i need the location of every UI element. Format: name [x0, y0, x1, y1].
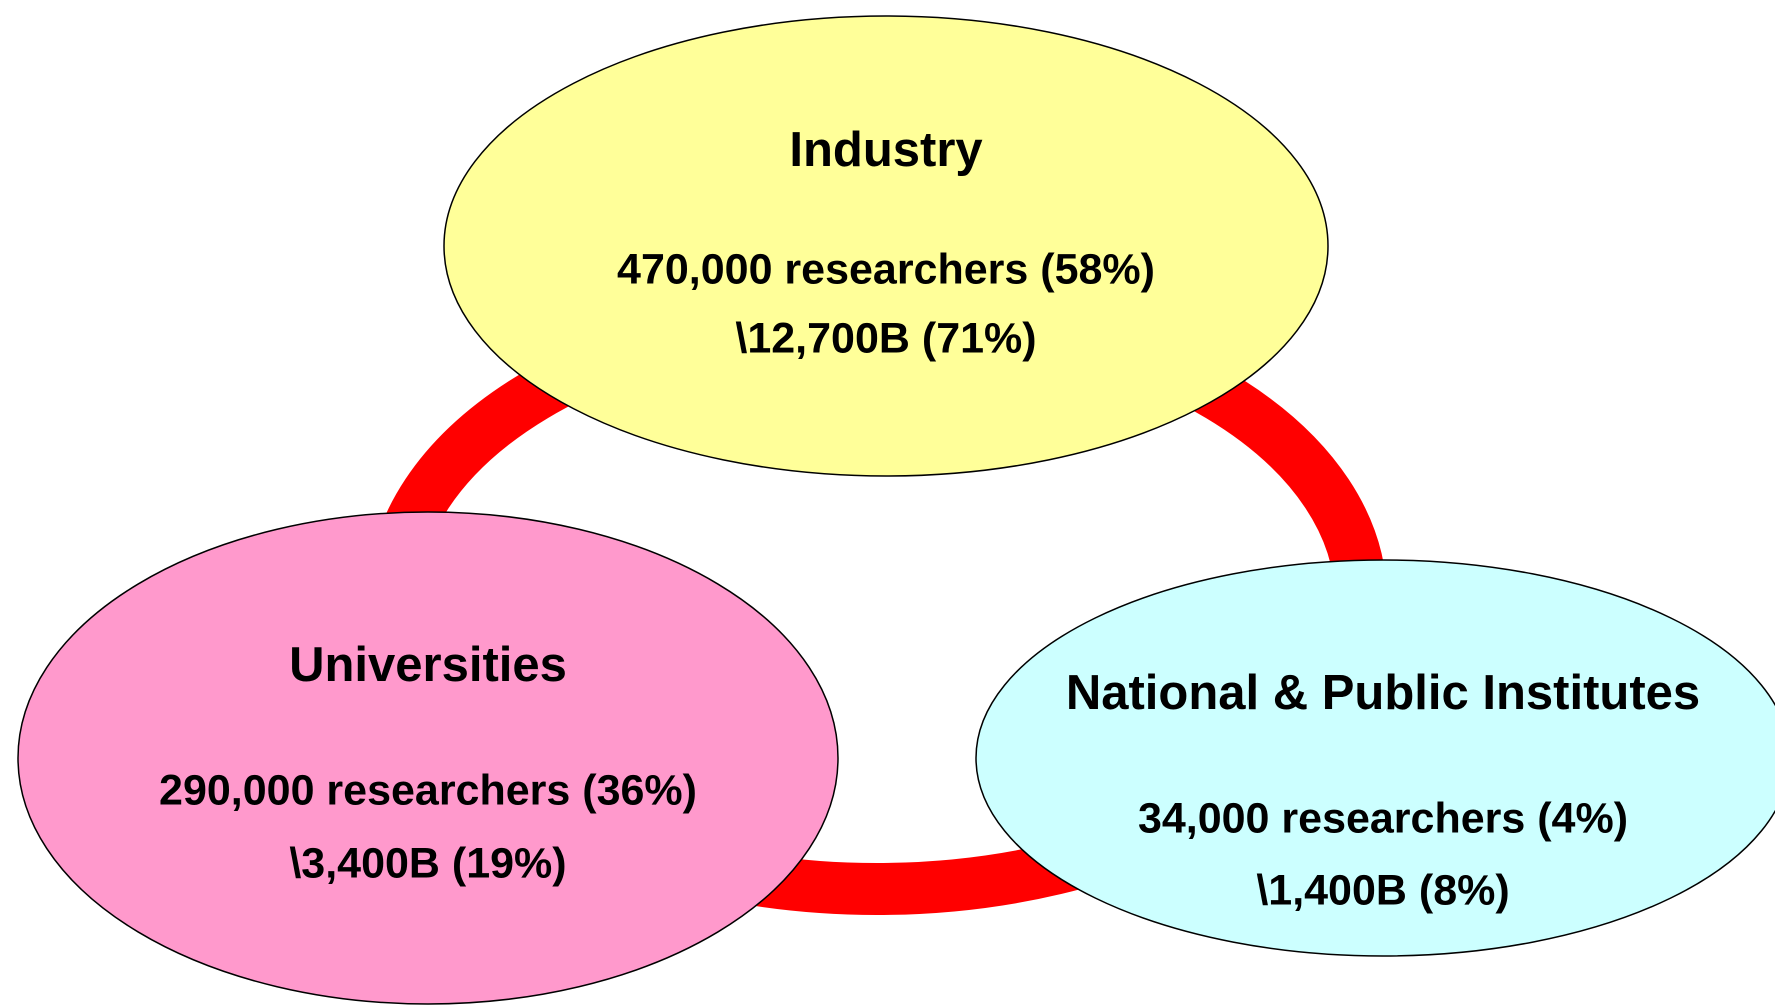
node-universities: Universities 290,000 researchers (36%) \…: [17, 511, 839, 1005]
node-text: 470,000 researchers (58%): [617, 245, 1155, 293]
node-institutes: National & Public Institutes 34,000 rese…: [975, 559, 1775, 957]
node-shape: [975, 559, 1775, 957]
node-shape: [17, 511, 839, 1005]
node-text: \1,400B (8%): [1256, 866, 1509, 914]
node-shape: [443, 15, 1329, 477]
node-industry: Industry 470,000 researchers (58%) \12,7…: [443, 15, 1329, 477]
node-text: 290,000 researchers (36%): [159, 766, 697, 814]
node-label: Universities: [289, 638, 567, 692]
node-label: Industry: [789, 123, 982, 177]
node-label: National & Public Institutes: [1066, 666, 1700, 720]
node-text: \12,700B (71%): [735, 314, 1036, 362]
node-text: \3,400B (19%): [289, 839, 566, 887]
node-text: 34,000 researchers (4%): [1138, 794, 1628, 842]
